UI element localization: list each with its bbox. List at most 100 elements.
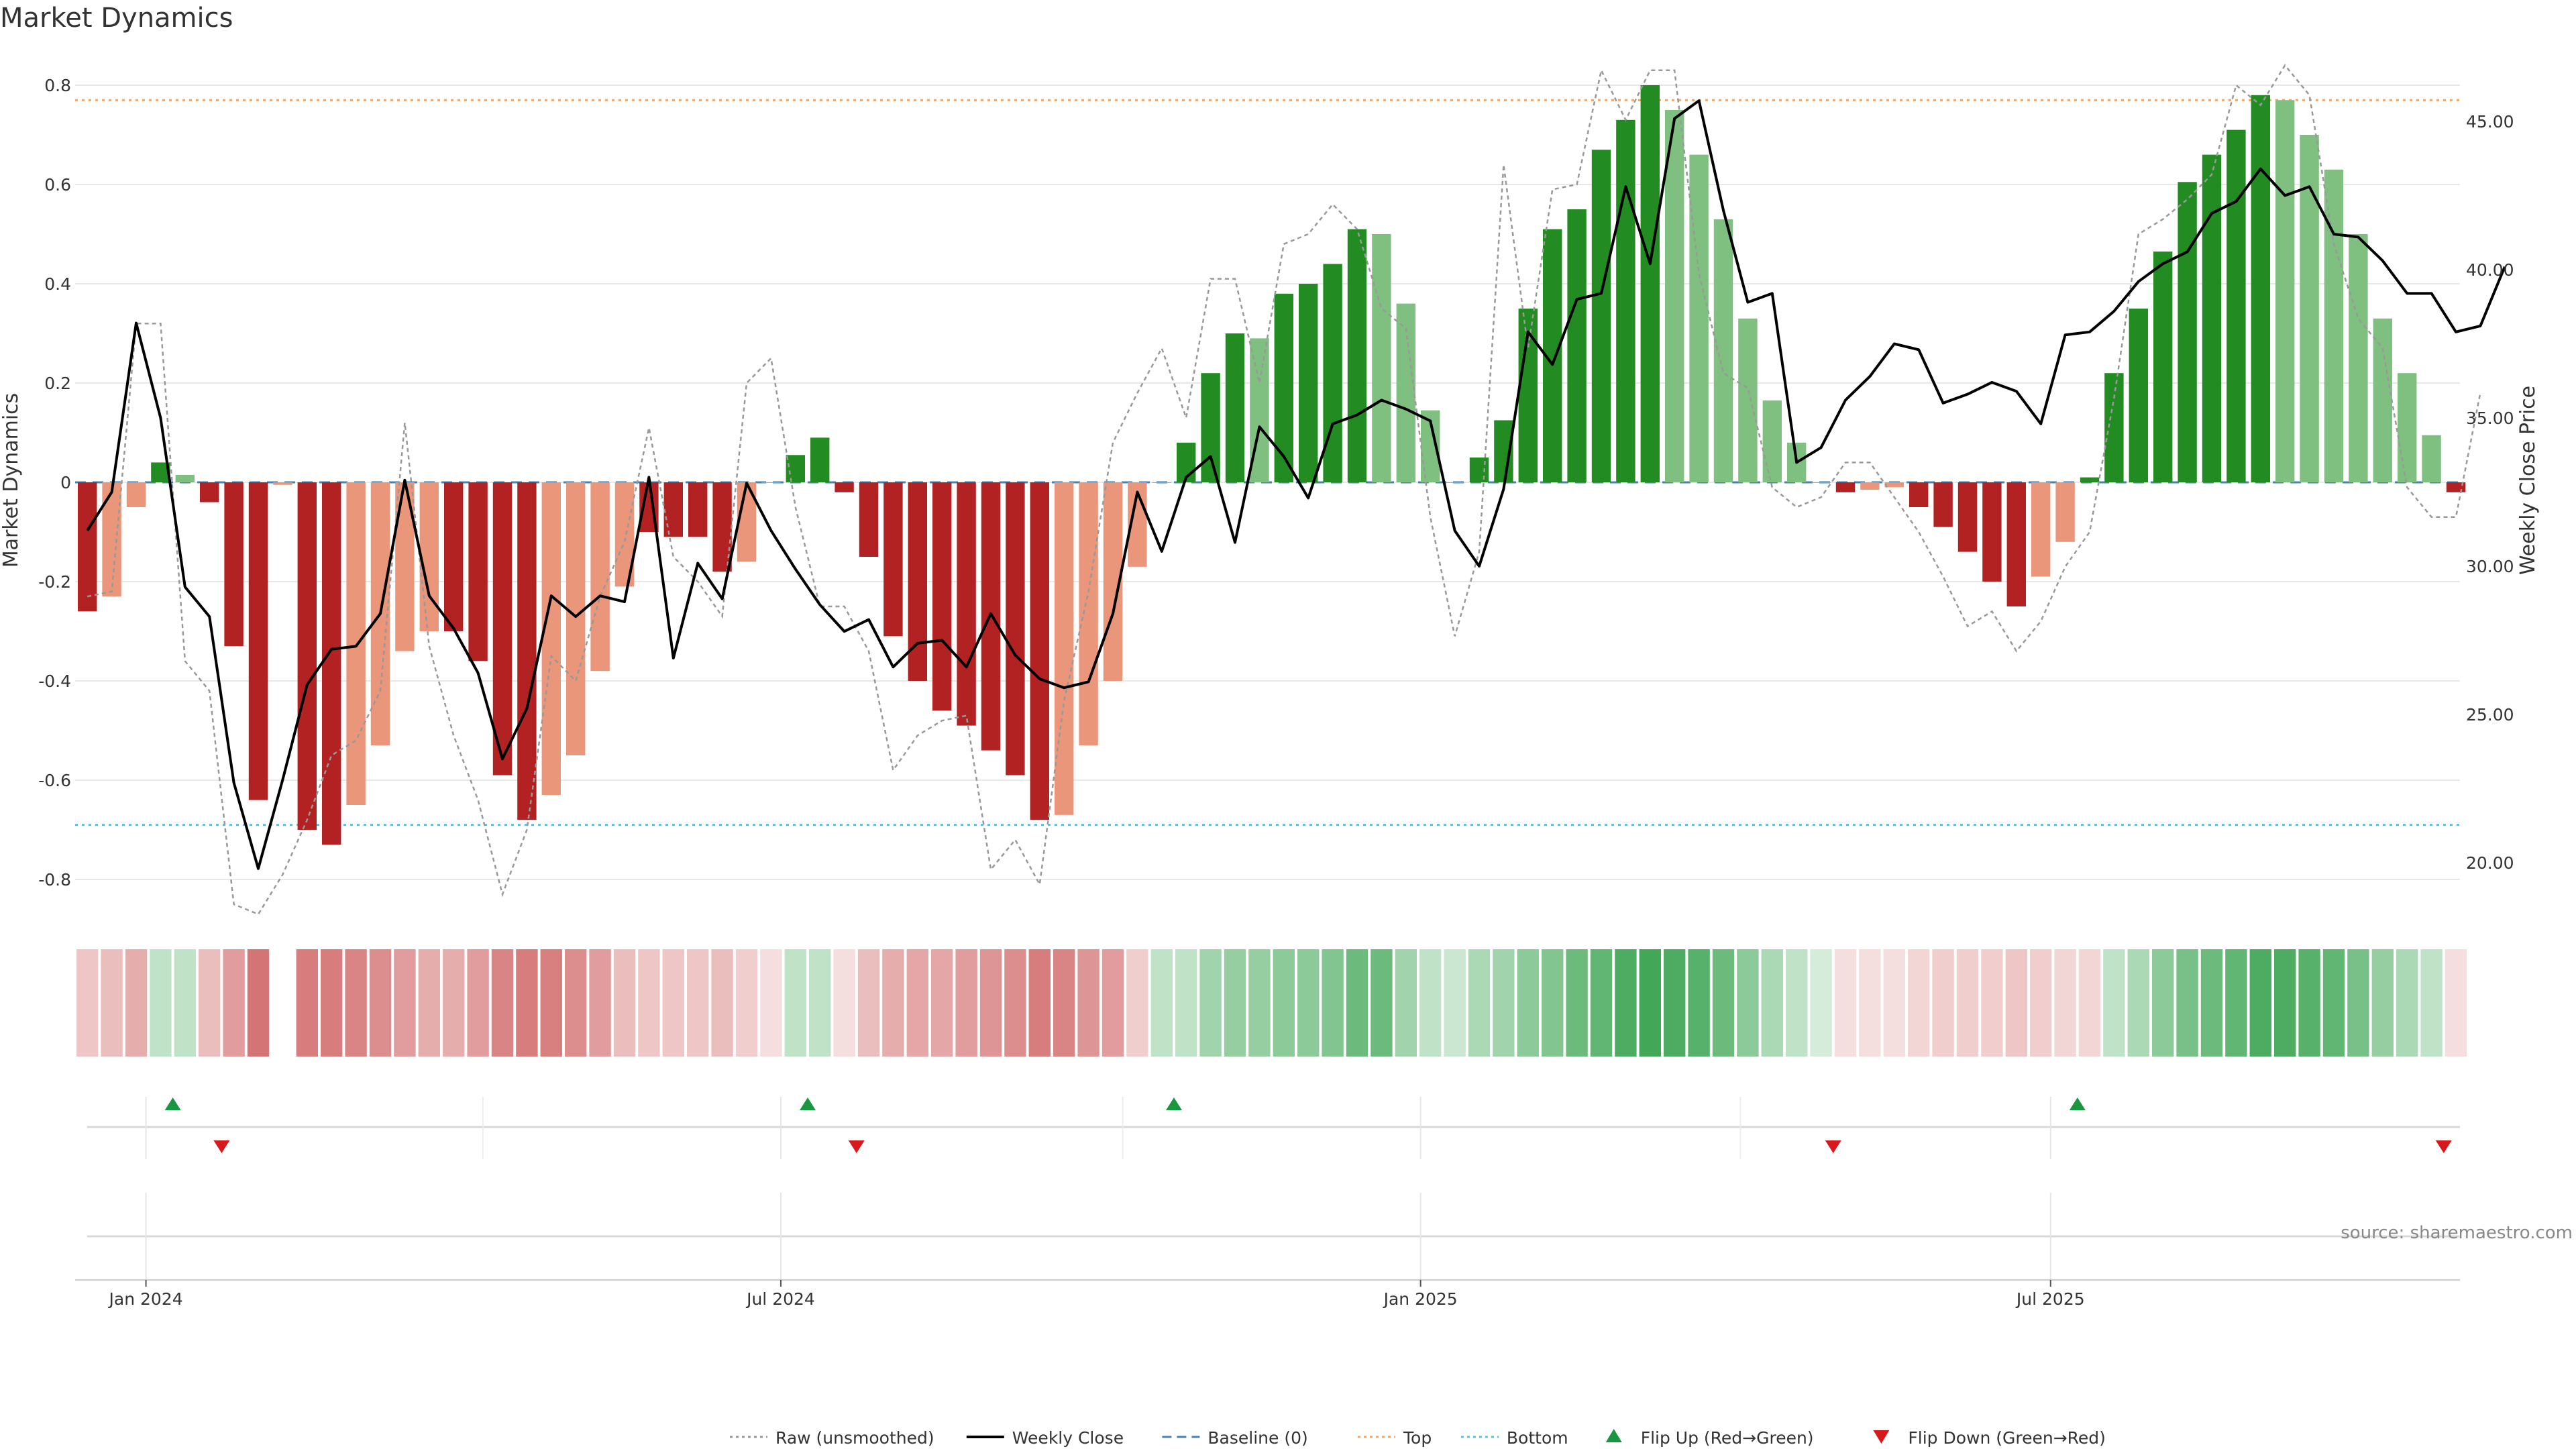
heat-cell <box>1664 949 1686 1057</box>
bar <box>1055 482 1074 815</box>
bar <box>2226 129 2246 483</box>
y-axis-title: Market Dynamics <box>0 393 23 568</box>
bar <box>957 482 976 726</box>
heat-cell <box>1126 949 1148 1057</box>
heat-cell <box>321 949 343 1057</box>
heat-cell <box>711 949 733 1057</box>
heat-cell <box>2200 949 2223 1057</box>
heat-cell <box>296 949 318 1057</box>
bar <box>2275 100 2295 482</box>
heat-cell <box>394 949 416 1057</box>
heat-cell <box>2103 949 2125 1057</box>
flip-up-marker <box>1166 1097 1182 1110</box>
heat-cell <box>491 949 514 1057</box>
raw-line <box>87 64 2481 916</box>
heat-cell <box>2127 949 2149 1057</box>
y-tick-label: 0.4 <box>44 274 71 294</box>
bar <box>1323 264 1342 482</box>
heat-cell <box>2030 949 2052 1057</box>
y-axis-right: 20.00 25.00 30.00 35.00 40.00 45.00 <box>2466 112 2514 873</box>
bar <box>2300 135 2319 482</box>
heat-cell <box>150 949 172 1057</box>
x-tick-label: Jul 2024 <box>745 1289 815 1309</box>
legend-label: Baseline (0) <box>1208 1428 1307 1448</box>
heat-cell <box>833 949 855 1057</box>
bar <box>297 482 317 830</box>
bar <box>322 482 341 845</box>
y-axis-left: -0.8 -0.6 -0.4 -0.2 0 0.2 0.4 0.6 0.8 <box>38 76 71 890</box>
heat-cell <box>418 949 440 1057</box>
bar <box>2398 373 2417 482</box>
bar <box>419 482 439 631</box>
bar <box>102 482 121 597</box>
bar <box>590 482 610 672</box>
heat-cell <box>1761 949 1783 1057</box>
legend-label: Bottom <box>1507 1428 1568 1448</box>
bar <box>2153 251 2173 482</box>
bar <box>712 482 732 572</box>
bar <box>1591 150 1611 482</box>
legend-item: Top <box>1358 1428 1432 1448</box>
legend-item: Flip Up (Red→Green) <box>1605 1428 1814 1448</box>
bar <box>1860 482 1880 490</box>
bars <box>78 85 2466 845</box>
flip-down-marker <box>848 1140 865 1153</box>
bar <box>2080 477 2100 482</box>
heat-cell <box>345 949 367 1057</box>
weekly-close-line <box>86 99 2506 870</box>
bar <box>1957 482 1978 552</box>
heat-cell <box>1248 949 1271 1057</box>
heat-cell <box>1517 949 1539 1057</box>
heat-cell <box>1322 949 1344 1057</box>
heat-cell <box>735 949 758 1057</box>
bar <box>1396 303 1415 482</box>
heat-cell <box>1468 949 1491 1057</box>
heat-cell <box>1932 949 1954 1057</box>
flip-up-marker <box>164 1097 181 1110</box>
y-tick-label: -0.2 <box>38 572 71 592</box>
bar <box>273 482 292 485</box>
bar <box>126 482 146 507</box>
y-tick-label: 0.2 <box>44 374 71 393</box>
heat-cell <box>2322 949 2345 1057</box>
heat-cell <box>2005 949 2027 1057</box>
heat-cell <box>2396 949 2418 1057</box>
heat-cell <box>1956 949 1979 1057</box>
y-tick-label: -0.6 <box>38 771 71 790</box>
heat-cell <box>443 949 465 1057</box>
heat-cell <box>1542 949 1564 1057</box>
y2-tick-label: 25.00 <box>2466 705 2514 724</box>
raw-series <box>87 64 2481 916</box>
heat-strip <box>76 949 2467 1057</box>
bar <box>2055 482 2075 542</box>
flip-down-marker <box>213 1140 230 1153</box>
bar <box>1640 85 1660 482</box>
bar <box>346 482 366 805</box>
heat-cell <box>1199 949 1222 1057</box>
bar <box>1835 482 1856 492</box>
bar <box>492 482 513 775</box>
heat-cell <box>613 949 636 1057</box>
heat-cell <box>979 949 1002 1057</box>
heat-cell <box>1346 949 1368 1057</box>
heat-cell <box>589 949 611 1057</box>
bar <box>2031 482 2051 577</box>
bar <box>1299 284 1318 482</box>
x-tick-label: Jul 2025 <box>2015 1289 2085 1309</box>
heat-cell <box>174 949 196 1057</box>
heat-cell <box>1224 949 1246 1057</box>
heat-cell <box>760 949 782 1057</box>
bar <box>786 455 805 482</box>
heat-cell <box>1273 949 1295 1057</box>
legend-swatch <box>1605 1429 1622 1442</box>
heat-cell <box>247 949 270 1057</box>
y2-tick-label: 45.00 <box>2466 112 2514 131</box>
bar <box>688 482 708 537</box>
heat-cell <box>1028 949 1051 1057</box>
heat-cell <box>1297 949 1320 1057</box>
bar <box>761 482 781 483</box>
heat-cell <box>1493 949 1515 1057</box>
heat-cell <box>1419 949 1442 1057</box>
heat-cell <box>2225 949 2247 1057</box>
bar <box>1811 482 1831 483</box>
